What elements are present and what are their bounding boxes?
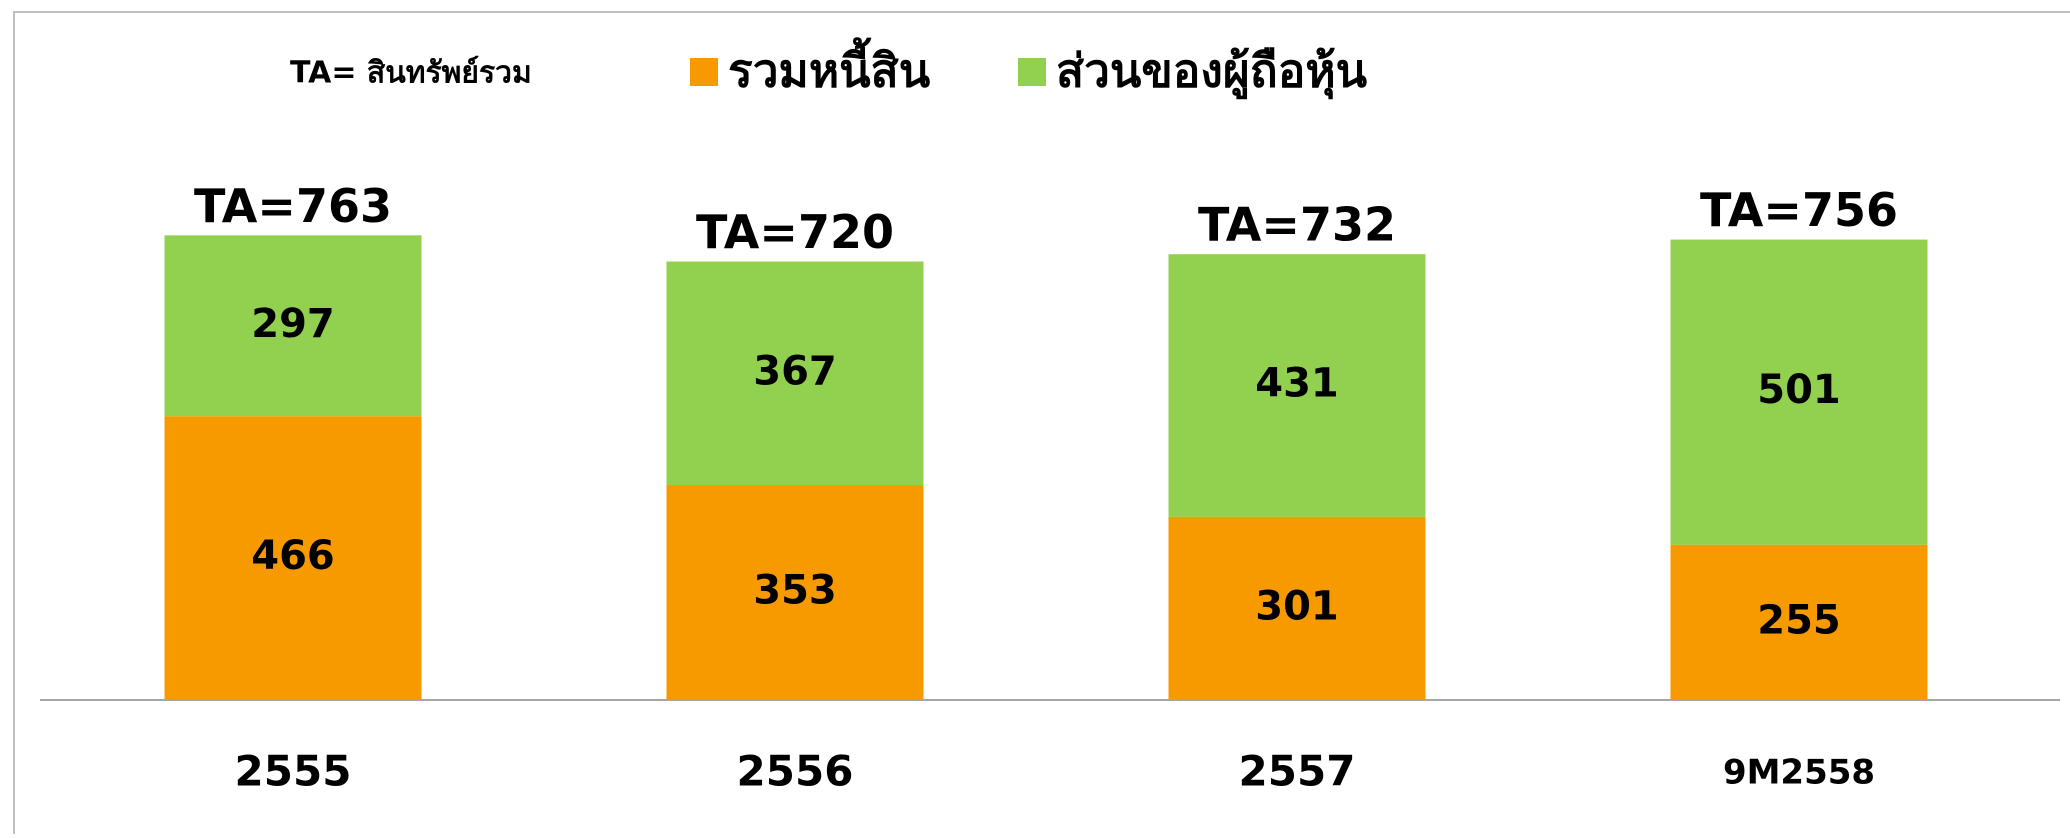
data-label: 255 xyxy=(1757,597,1841,643)
legend-label: รวมหนี้สิน xyxy=(728,37,931,98)
data-label: 301 xyxy=(1255,583,1339,629)
total-label: TA=732 xyxy=(1198,198,1396,252)
x-tick-label: 2556 xyxy=(737,747,854,796)
bar-segment xyxy=(164,235,422,417)
data-label: 431 xyxy=(1255,360,1339,406)
bar-segment xyxy=(666,261,924,486)
bar-segment xyxy=(666,485,924,700)
bar-segment xyxy=(1670,239,1928,545)
total-label: TA=720 xyxy=(696,205,894,259)
x-tick-label: 2557 xyxy=(1239,747,1356,796)
bar-segment xyxy=(1670,544,1928,700)
legend-swatch xyxy=(1018,58,1046,86)
note: TA= สินทรัพย์รวม xyxy=(290,56,532,91)
data-label: 353 xyxy=(753,568,837,614)
data-label: 466 xyxy=(251,533,335,579)
x-tick-label: 2555 xyxy=(235,747,352,796)
bar-segment xyxy=(164,416,422,700)
data-label: 297 xyxy=(251,301,335,347)
legend-label: ส่วนของผู้ถือหุ้น xyxy=(1056,44,1368,100)
bar-segment xyxy=(1168,516,1426,700)
data-label: 367 xyxy=(753,348,837,394)
bar-segment xyxy=(1168,254,1426,517)
x-tick-label: 9M2558 xyxy=(1723,753,1875,793)
frame xyxy=(13,11,2070,834)
total-label: TA=763 xyxy=(194,179,392,233)
data-label: 501 xyxy=(1757,367,1841,413)
legend-swatch xyxy=(690,58,718,86)
total-label: TA=756 xyxy=(1700,183,1898,237)
